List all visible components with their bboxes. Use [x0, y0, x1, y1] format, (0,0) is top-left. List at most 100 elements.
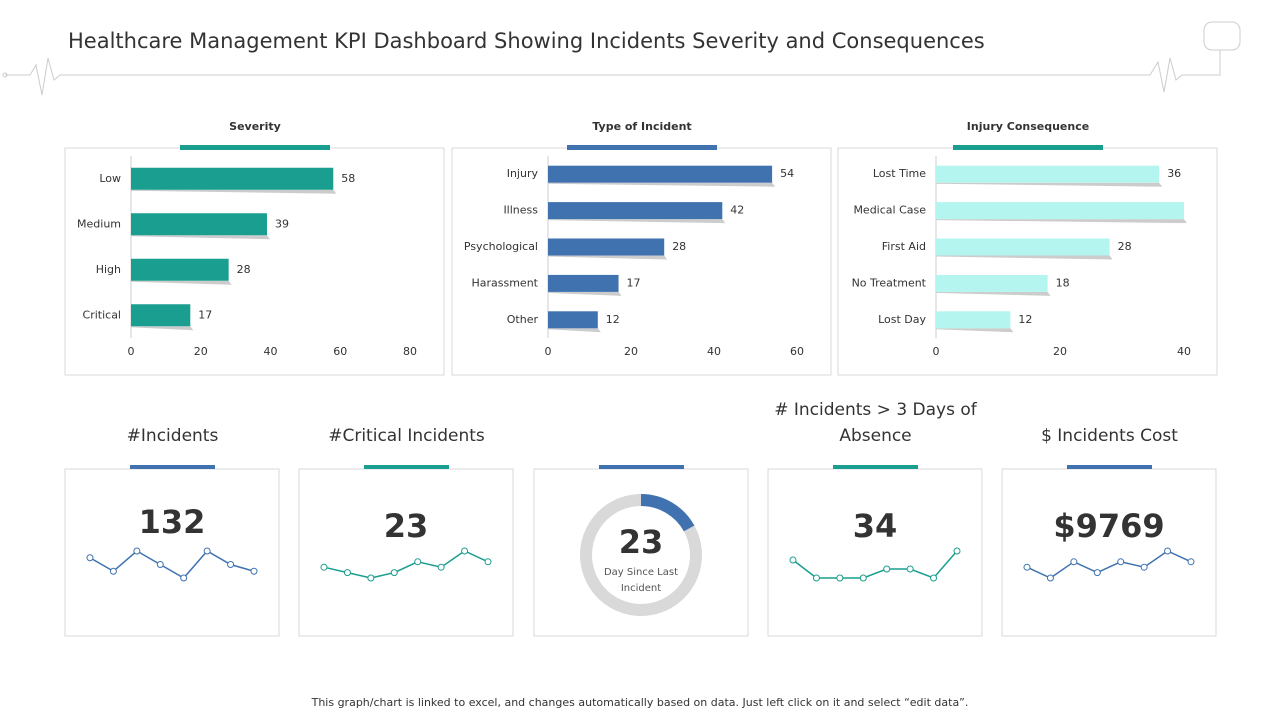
x-tick-label: 0	[128, 345, 135, 358]
ring-segment	[640, 494, 695, 532]
bar-shadow	[548, 219, 726, 224]
sparkline-point	[461, 547, 469, 555]
category-label: High	[96, 263, 121, 276]
bar	[131, 258, 229, 281]
sparkline-point	[836, 574, 844, 582]
sparkline-point	[180, 574, 188, 582]
value-label: 28	[237, 263, 251, 276]
sparkline-point	[789, 556, 797, 564]
category-label: Medium	[77, 217, 121, 230]
kpi-value: 23	[619, 523, 664, 561]
value-label: 54	[780, 167, 794, 180]
value-label: 39	[275, 217, 289, 230]
category-label: Low	[99, 172, 121, 185]
sparkline-point	[156, 561, 164, 568]
sparkline-point	[1093, 569, 1101, 577]
kpi-value: 23	[384, 507, 429, 545]
x-tick-label: 20	[1053, 345, 1067, 358]
category-label: Lost Day	[878, 313, 926, 326]
sparkline-point	[812, 574, 820, 582]
category-label: Harassment	[471, 276, 538, 289]
sparkline-point	[390, 569, 398, 577]
bar-shadow	[548, 182, 776, 187]
value-label: 28	[672, 240, 686, 253]
value-label: 42	[730, 204, 744, 217]
header-decoration	[2, 21, 1241, 96]
kpi-value: 132	[139, 503, 206, 541]
kpi-caption: Day Since Last Incident	[603, 567, 679, 594]
category-label: First Aid	[882, 240, 926, 253]
kpi-title: # Incidents > 3 Days of Absence	[774, 400, 977, 446]
bar	[548, 311, 598, 329]
x-tick-label: 40	[707, 345, 721, 358]
kpi-underline	[130, 465, 215, 469]
bar-shadow	[131, 326, 194, 331]
x-tick-label: 60	[790, 345, 804, 358]
chart-title: Type of Incident	[592, 120, 691, 133]
sparkline-point	[133, 547, 141, 555]
bar	[936, 238, 1110, 256]
bar-shadow	[548, 255, 668, 260]
x-tick-label: 20	[194, 345, 208, 358]
value-label: 28	[1118, 240, 1132, 253]
x-tick-label: 20	[624, 345, 638, 358]
bar	[548, 202, 723, 220]
kpi-underline	[1067, 465, 1152, 469]
sparkline-point	[250, 567, 258, 575]
sparkline-point	[320, 563, 328, 571]
sparkline-point	[86, 554, 94, 562]
bar	[131, 167, 334, 190]
category-label: Other	[507, 313, 539, 326]
bar-shadow	[131, 189, 337, 194]
value-label: 58	[341, 172, 355, 185]
bar-shadow	[548, 328, 601, 333]
ring-segment	[580, 494, 702, 616]
kpi-card	[767, 468, 983, 637]
category-label: No Treatment	[852, 276, 927, 289]
kpi-underline	[599, 465, 684, 469]
bar-shadow	[936, 255, 1113, 260]
kpi-caption-box: Day Since Last Incident	[603, 567, 679, 594]
sparkline-point	[1023, 563, 1031, 571]
category-label: Medical Case	[853, 204, 926, 217]
value-label: 18	[1056, 276, 1070, 289]
title-underline	[180, 145, 330, 150]
sparkline	[323, 550, 489, 579]
bar	[131, 213, 268, 236]
footer-note: This graph/chart is linked to excel, and…	[311, 696, 969, 709]
sparkline-point	[859, 574, 867, 582]
sparkline-point	[1117, 558, 1125, 566]
bar	[548, 165, 773, 183]
chart-title: Severity	[229, 120, 281, 133]
x-tick-label: 40	[264, 345, 278, 358]
kpi-value: $9769	[1053, 507, 1164, 545]
bar	[131, 304, 191, 327]
x-tick-label: 0	[933, 345, 940, 358]
kpi-card	[64, 468, 280, 637]
sparkline-point	[203, 547, 211, 555]
value-label: 12	[1018, 313, 1032, 326]
sparkline-point	[367, 574, 375, 582]
sparkline-point	[343, 569, 351, 577]
bar	[936, 274, 1048, 292]
sparkline	[89, 550, 255, 579]
category-label: Critical	[83, 308, 121, 321]
sparkline-point	[1140, 563, 1148, 571]
value-label: 17	[198, 308, 212, 321]
sparkline-point	[930, 574, 938, 582]
sparkline-point	[906, 565, 914, 573]
bar	[548, 238, 665, 256]
sparkline-point	[484, 558, 492, 566]
bar-shadow	[548, 291, 622, 296]
sparkline	[792, 550, 958, 579]
title-underline	[567, 145, 717, 150]
bar-shadow	[936, 182, 1163, 187]
value-label: 12	[606, 313, 620, 326]
page-title: Healthcare Management KPI Dashboard Show…	[68, 29, 985, 53]
category-label: Illness	[503, 204, 538, 217]
sparkline	[1026, 550, 1192, 579]
sparkline-point	[109, 567, 117, 575]
kpi-title: #Incidents	[126, 426, 219, 446]
sparkline-point	[1046, 574, 1054, 582]
bar	[936, 311, 1011, 329]
